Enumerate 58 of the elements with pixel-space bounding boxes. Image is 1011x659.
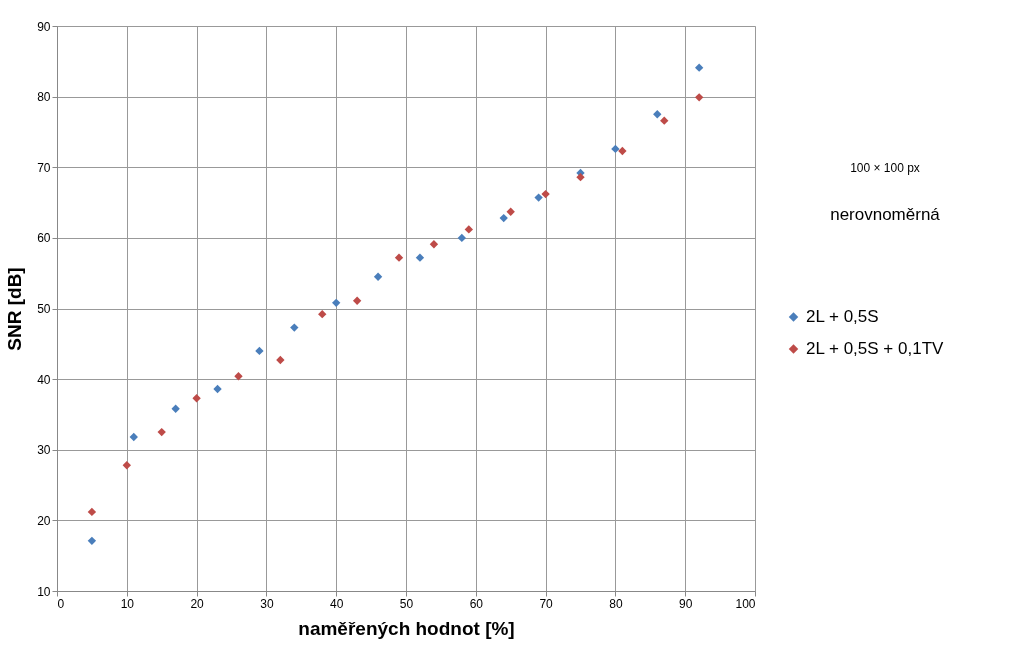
point — [394, 253, 404, 262]
y-tick-label: 60 — [37, 231, 51, 246]
point — [611, 144, 620, 154]
point — [255, 346, 264, 356]
point — [332, 298, 341, 308]
point — [534, 193, 543, 202]
x-tick-label: 60 — [469, 596, 484, 611]
point — [576, 172, 585, 182]
point — [499, 213, 508, 223]
text: nerovnoměrná — [830, 205, 941, 224]
x-tick-label: 30 — [260, 596, 274, 611]
y-tick-label: 40 — [37, 372, 51, 387]
y-tick-label: 70 — [37, 160, 51, 175]
point — [234, 372, 243, 381]
x-tick-label: 10 — [120, 596, 135, 611]
point — [87, 536, 97, 546]
point — [276, 355, 285, 365]
y-tick-label: 80 — [37, 90, 51, 105]
x-tick-label: 20 — [190, 596, 205, 611]
point — [192, 394, 201, 403]
point — [457, 233, 467, 243]
point — [87, 507, 97, 517]
x-tick-label: 80 — [609, 596, 623, 611]
point — [157, 427, 166, 437]
x-tick-label: 50 — [399, 596, 414, 611]
point — [660, 116, 669, 125]
point — [290, 323, 299, 332]
y-axis-title: SNR [dB] — [4, 267, 26, 351]
point — [506, 207, 515, 216]
point — [429, 240, 439, 249]
point — [213, 384, 222, 394]
point — [318, 309, 327, 319]
x-tick-label: 0 — [57, 596, 65, 611]
y-tick-label: 50 — [37, 302, 51, 316]
text: 100 × 100 px — [850, 161, 920, 175]
point — [122, 461, 131, 470]
y-tick-label: 10 — [37, 584, 51, 599]
y-tick-label: 20 — [37, 513, 51, 528]
x-tick-label: 90 — [679, 596, 693, 611]
point — [694, 63, 704, 72]
point — [373, 272, 383, 281]
x-tick-label: 40 — [330, 596, 344, 611]
point — [464, 225, 473, 234]
x-axis-title: naměřených hodnot [%] — [298, 617, 515, 639]
point — [694, 93, 704, 102]
y-tick-label: 90 — [37, 19, 51, 34]
x-tick-label: 100 — [735, 596, 756, 611]
x-tick-label: 70 — [539, 596, 554, 611]
point — [541, 189, 550, 199]
point — [653, 110, 662, 119]
point — [618, 146, 627, 156]
point — [129, 432, 138, 442]
point — [171, 404, 180, 413]
point — [415, 253, 425, 262]
point — [352, 296, 362, 305]
y-tick-label: 30 — [37, 443, 51, 458]
legend-label: 2L + 0,5S + 0,1TV — [806, 339, 945, 358]
legend-label: 2L + 0,5S — [806, 307, 879, 326]
